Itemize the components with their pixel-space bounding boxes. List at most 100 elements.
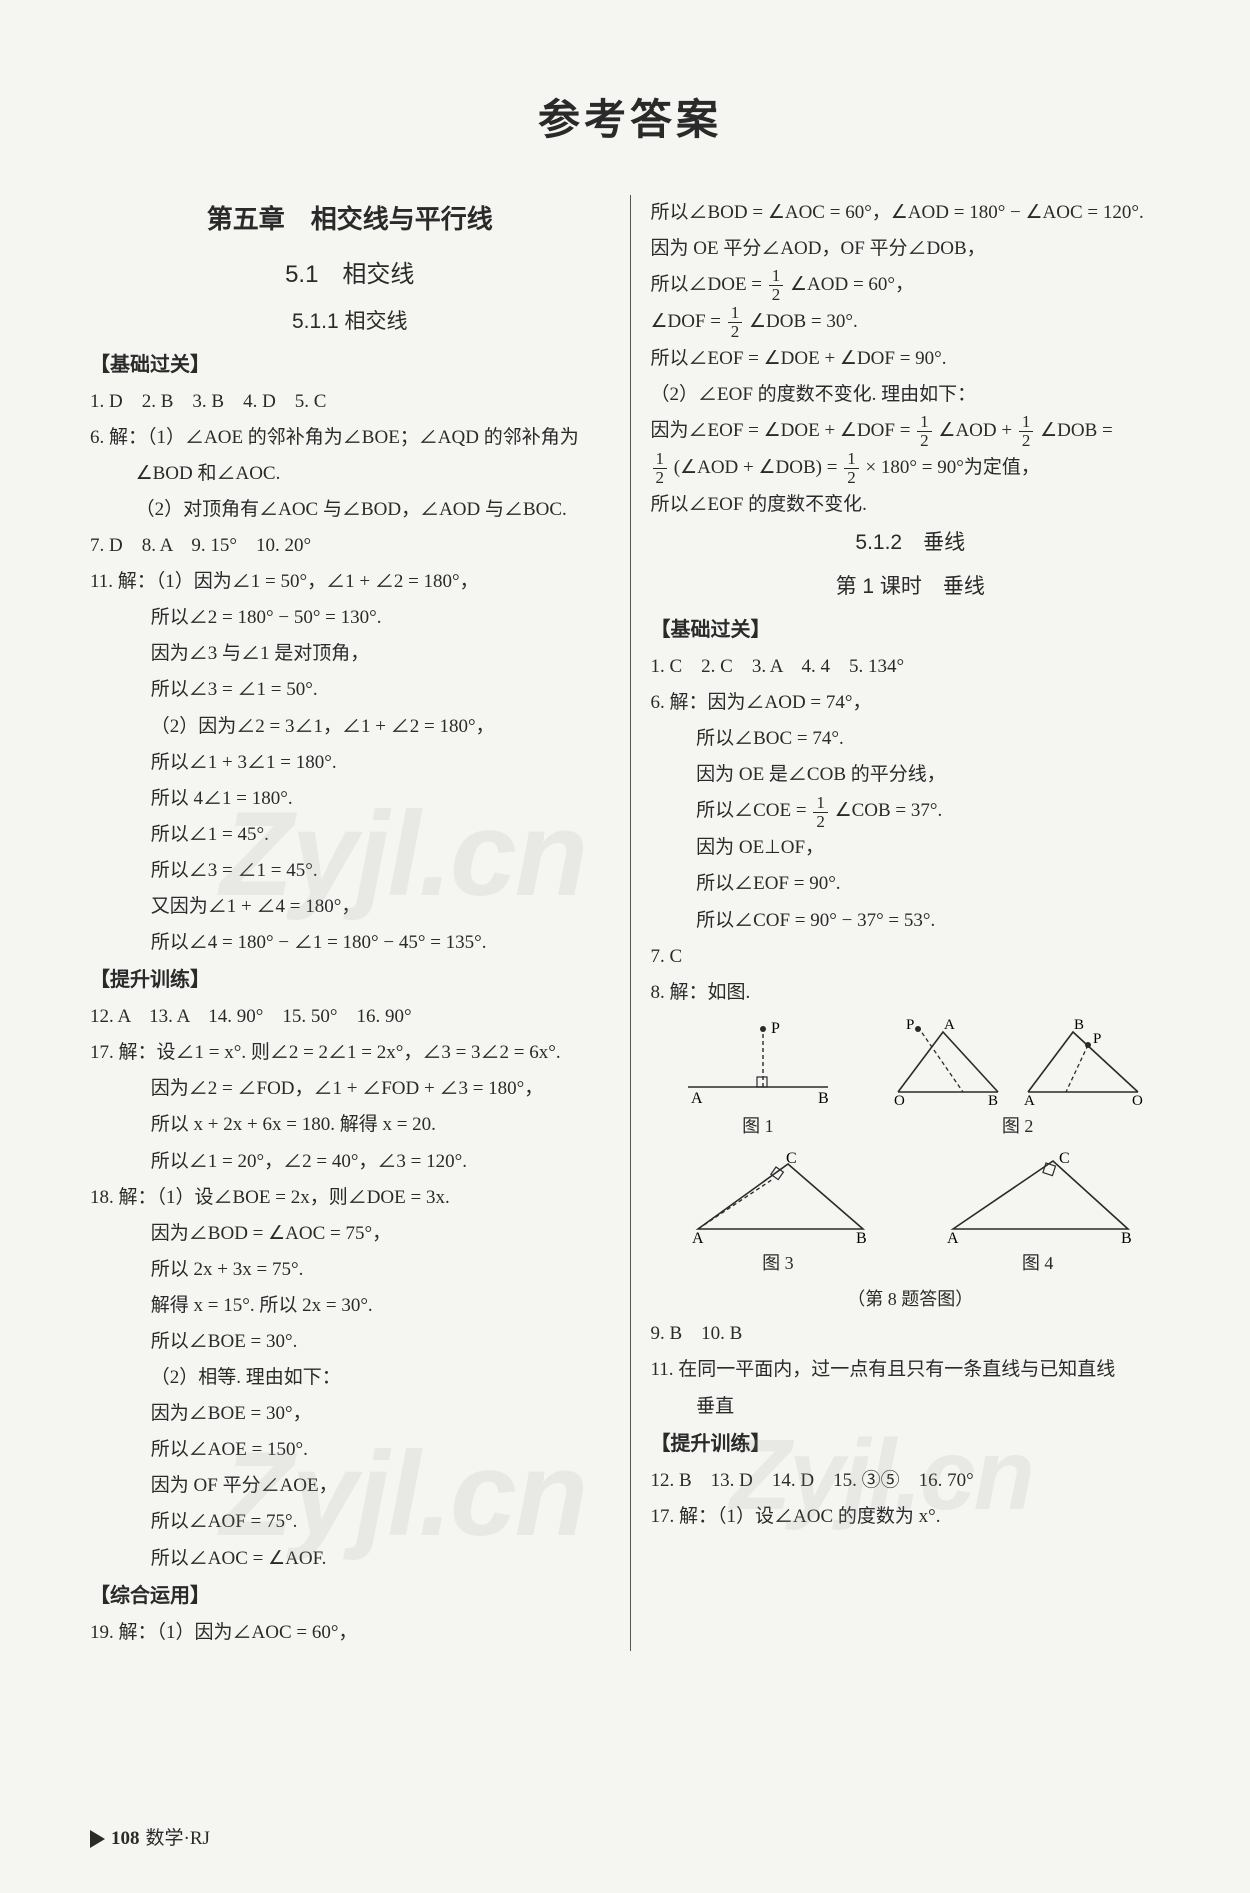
text: (∠AOD + ∠DOB) = (669, 457, 842, 478)
left-column: 第五章 相交线与平行线 5.1 相交线 5.1.1 相交线 【基础过关】 1. … (90, 195, 630, 1651)
geometry-icon: C A B (933, 1149, 1143, 1244)
answer-line: 8. 解：如图. (651, 975, 1171, 1011)
geometry-icon: P A B (673, 1017, 843, 1107)
page-title: 参考答案 (90, 80, 1170, 160)
answer-line: 因为∠EOF = ∠DOE + ∠DOF = 12 ∠AOD + 12 ∠DOB… (651, 413, 1171, 450)
text: ∠DOB = 30°. (744, 311, 857, 332)
answer-line: 所以∠3 = ∠1 = 45°. (90, 853, 610, 889)
figure-row: P A B 图 1 P A B O (651, 1017, 1171, 1143)
text: × 180° = 90°为定值， (861, 457, 1040, 478)
arrow-icon (90, 1830, 105, 1848)
answer-line: 12 (∠AOD + ∠DOB) = 12 × 180° = 90°为定值， (651, 450, 1171, 487)
basics-heading: 【基础过关】 (651, 611, 1171, 649)
improve-heading: 【提升训练】 (651, 1425, 1171, 1463)
svg-text:A: A (1024, 1093, 1035, 1107)
apply-heading: 【综合运用】 (90, 1577, 610, 1615)
basics-heading: 【基础过关】 (90, 346, 610, 384)
svg-text:B: B (1121, 1230, 1132, 1244)
answer-line: 所以∠EOF = ∠DOE + ∠DOF = 90°. (651, 341, 1171, 377)
subsection-title: 5.1.2 垂线 (651, 523, 1171, 563)
answer-line: 因为∠BOD = ∠AOC = 75°， (90, 1216, 610, 1252)
fraction: 12 (653, 450, 668, 487)
text: ∠DOB = (1035, 420, 1112, 441)
svg-text:B: B (856, 1230, 867, 1244)
answer-line: 所以∠DOE = 12 ∠AOD = 60°， (651, 267, 1171, 304)
answer-line: 因为∠BOE = 30°， (90, 1396, 610, 1432)
answer-line: 7. D 8. A 9. 15° 10. 20° (90, 528, 610, 564)
answer-line: 17. 解：设∠1 = x°. 则∠2 = 2∠1 = 2x°，∠3 = 3∠2… (90, 1035, 610, 1071)
footer-label: 数学·RJ (146, 1821, 210, 1857)
answer-line: 所以∠BOC = 74°. (651, 721, 1171, 757)
improve-heading: 【提升训练】 (90, 961, 610, 999)
figure-label: 图 4 (933, 1246, 1143, 1280)
answer-line: 所以∠1 + 3∠1 = 180°. (90, 745, 610, 781)
text: ∠COB = 37°. (830, 800, 942, 821)
answer-line: 所以∠2 = 180° − 50° = 130°. (90, 600, 610, 636)
two-column-layout: 第五章 相交线与平行线 5.1 相交线 5.1.1 相交线 【基础过关】 1. … (90, 195, 1170, 1651)
section-title: 5.1 相交线 (90, 252, 610, 298)
svg-text:C: C (1059, 1150, 1070, 1167)
answer-line: 12. A 13. A 14. 90° 15. 50° 16. 90° (90, 999, 610, 1035)
svg-text:O: O (1132, 1093, 1143, 1107)
subsection-title: 5.1.1 相交线 (90, 302, 610, 342)
text: ∠AOD + (934, 420, 1017, 441)
lesson-title: 第 1 课时 垂线 (651, 567, 1171, 607)
answer-line: 所以∠COE = 12 ∠COB = 37°. (651, 793, 1171, 830)
answer-line: ∠BOD 和∠AOC. (90, 456, 610, 492)
page-number: 108 (111, 1821, 140, 1857)
answer-line: 因为 OF 平分∠AOE， (90, 1468, 610, 1504)
answer-line: 11. 在同一平面内，过一点有且只有一条直线与已知直线 (651, 1352, 1171, 1388)
svg-text:A: A (947, 1230, 959, 1244)
fraction: 12 (813, 794, 828, 831)
svg-text:B: B (988, 1093, 998, 1107)
answer-line: 又因为∠1 + ∠4 = 180°， (90, 889, 610, 925)
answer-line: 因为∠3 与∠1 是对顶角， (90, 636, 610, 672)
answer-line: 因为 OE 是∠COB 的平分线， (651, 757, 1171, 793)
svg-text:O: O (894, 1093, 905, 1107)
answer-line: 所以 4∠1 = 180°. (90, 781, 610, 817)
page-footer: 108 数学·RJ (90, 1821, 210, 1857)
answer-line: ∠DOF = 12 ∠DOB = 30°. (651, 304, 1171, 341)
answer-line: 所以∠1 = 45°. (90, 817, 610, 853)
svg-text:P: P (771, 1020, 780, 1037)
answer-line: 所以∠4 = 180° − ∠1 = 180° − 45° = 135°. (90, 925, 610, 961)
svg-text:B: B (1074, 1017, 1084, 1033)
answer-line: 垂直 (651, 1389, 1171, 1425)
answer-line: （2）相等. 理由如下： (90, 1360, 610, 1396)
svg-text:P: P (906, 1017, 914, 1033)
geometry-icon: P A B O P B A O (888, 1017, 1148, 1107)
answer-line: 17. 解：（1）设∠AOC 的度数为 x°. (651, 1499, 1171, 1535)
fraction: 12 (1019, 413, 1034, 450)
figure-row: C A B 图 3 C A B 图 4 (651, 1149, 1171, 1280)
svg-text:P: P (1093, 1031, 1101, 1047)
answer-line: 所以∠3 = ∠1 = 50°. (90, 672, 610, 708)
svg-text:C: C (786, 1150, 797, 1167)
answer-line: 19. 解：（1）因为∠AOC = 60°， (90, 1615, 610, 1651)
svg-text:A: A (691, 1090, 703, 1107)
answer-line: 因为 OE 平分∠AOD，OF 平分∠DOB， (651, 231, 1171, 267)
fraction: 12 (769, 267, 784, 304)
fraction: 12 (844, 450, 859, 487)
geometry-icon: C A B (678, 1149, 878, 1244)
answer-line: 所以∠AOF = 75°. (90, 1504, 610, 1540)
answer-line: 所以∠COF = 90° − 37° = 53°. (651, 903, 1171, 939)
answer-line: 1. D 2. B 3. B 4. D 5. C (90, 384, 610, 420)
figure-label: 图 1 (673, 1109, 843, 1143)
answer-line: 所以∠AOC = ∠AOF. (90, 1541, 610, 1577)
figure-2: P A B O P B A O 图 2 (888, 1017, 1148, 1143)
answer-line: 所以∠AOE = 150°. (90, 1432, 610, 1468)
answer-line: 所以∠EOF = 90°. (651, 866, 1171, 902)
answer-line: 所以∠EOF 的度数不变化. (651, 487, 1171, 523)
svg-text:B: B (818, 1090, 829, 1107)
answer-line: 所以∠1 = 20°，∠2 = 40°，∠3 = 120°. (90, 1144, 610, 1180)
figure-label: 图 2 (888, 1109, 1148, 1143)
figure-caption: （第 8 题答图） (651, 1282, 1171, 1316)
answer-line: 解得 x = 15°. 所以 2x = 30°. (90, 1288, 610, 1324)
answer-line: 1. C 2. C 3. A 4. 4 5. 134° (651, 649, 1171, 685)
figure-4: C A B 图 4 (933, 1149, 1143, 1280)
answer-line: 11. 解：（1）因为∠1 = 50°，∠1 + ∠2 = 180°， (90, 564, 610, 600)
text: ∠AOD = 60°， (785, 274, 914, 295)
answer-line: （2）∠EOF 的度数不变化. 理由如下： (651, 377, 1171, 413)
text: 因为∠EOF = ∠DOE + ∠DOF = (651, 420, 916, 441)
answer-line: 18. 解：（1）设∠BOE = 2x，则∠DOE = 3x. (90, 1180, 610, 1216)
